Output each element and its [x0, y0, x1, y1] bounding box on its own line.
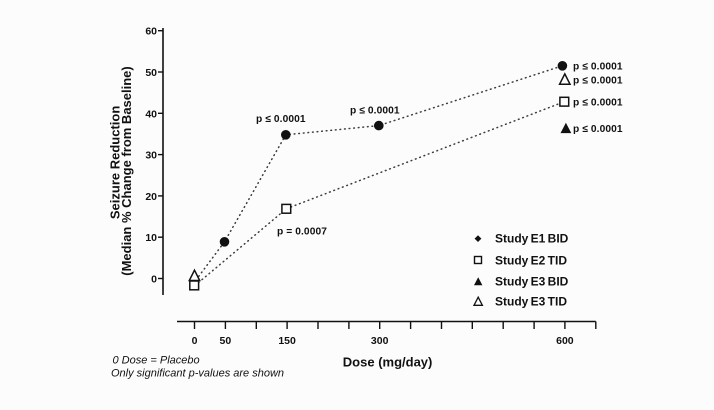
svg-text:p ≤ 0.0001: p ≤ 0.0001	[573, 62, 623, 73]
svg-text:Dose (mg/day): Dose (mg/day)	[343, 355, 433, 370]
svg-text:40: 40	[145, 108, 157, 120]
svg-text:50: 50	[220, 335, 232, 347]
svg-text:20: 20	[145, 191, 157, 203]
svg-text:600: 600	[556, 335, 574, 347]
svg-text:p ≤ 0.0001: p ≤ 0.0001	[256, 114, 306, 125]
svg-text:10: 10	[145, 232, 157, 244]
svg-text:p ≤ 0.0001: p ≤ 0.0001	[573, 76, 623, 87]
svg-text:60: 60	[145, 26, 157, 38]
svg-text:50: 50	[145, 67, 157, 79]
svg-text:p ≤ 0.0001: p ≤ 0.0001	[573, 124, 623, 135]
svg-text:Study E2 TID: Study E2 TID	[495, 254, 567, 268]
svg-text:150: 150	[278, 335, 296, 347]
svg-text:0 Dose = Placebo: 0 Dose = Placebo	[113, 355, 200, 367]
svg-text:p ≤ 0.0001: p ≤ 0.0001	[350, 106, 400, 117]
svg-text:p = 0.0007: p = 0.0007	[277, 227, 327, 238]
svg-text:Seizure Reduction: Seizure Reduction	[108, 106, 123, 219]
svg-text:Study E1 BID: Study E1 BID	[495, 232, 569, 246]
svg-text:p ≤ 0.0001: p ≤ 0.0001	[573, 98, 623, 109]
svg-text:300: 300	[371, 335, 389, 347]
svg-text:Study E3 BID: Study E3 BID	[495, 275, 569, 289]
svg-text:(Median % Change from Baseline: (Median % Change from Baseline)	[119, 66, 134, 275]
svg-text:30: 30	[145, 150, 157, 162]
svg-text:0: 0	[192, 335, 198, 347]
svg-text:Study E3 TID: Study E3 TID	[495, 295, 567, 309]
svg-text:Only significant p-values are: Only significant p-values are shown	[111, 368, 284, 380]
svg-text:0: 0	[151, 274, 157, 286]
